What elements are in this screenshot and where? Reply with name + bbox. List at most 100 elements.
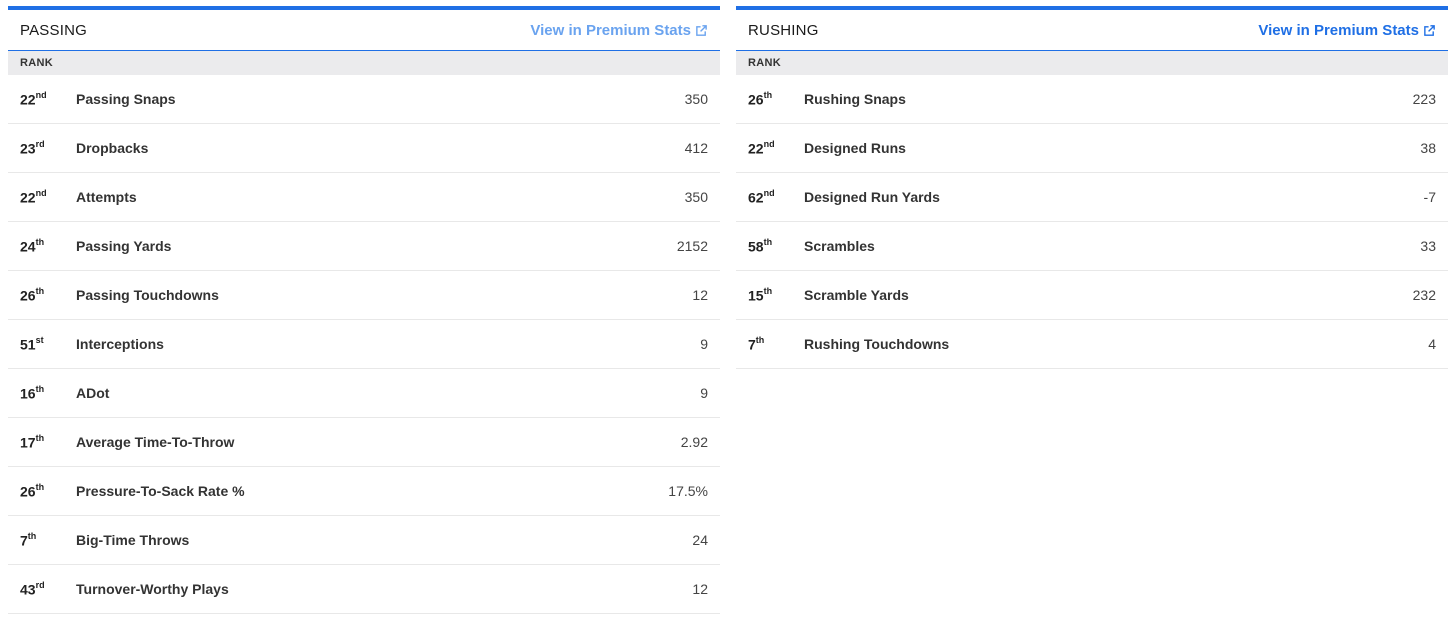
rank-suffix: nd	[35, 89, 47, 100]
rank-number: 26	[748, 91, 764, 108]
passing-header: PASSING View in Premium Stats	[8, 10, 720, 51]
stat-value: 350	[684, 189, 708, 205]
stat-name: Turnover-Worthy Plays	[76, 581, 229, 597]
rank-cell: 23rd	[20, 138, 76, 157]
rank-cell: 7th	[748, 335, 804, 353]
rank-number: 51	[20, 336, 36, 353]
table-row: 22nd Attempts 350	[8, 173, 720, 222]
table-row: 26th Passing Touchdowns 12	[8, 271, 720, 320]
rank-suffix: th	[35, 285, 45, 296]
rank-number: 26	[20, 483, 36, 500]
stat-name: Designed Run Yards	[804, 189, 940, 205]
stat-value: 2.92	[680, 434, 708, 450]
rank-number: 7	[748, 336, 756, 353]
rank-suffix: th	[763, 285, 773, 296]
rank-cell: 26th	[20, 285, 76, 304]
stat-name: Average Time-To-Throw	[76, 434, 235, 450]
rank-suffix: th	[35, 236, 45, 247]
passing-premium-stats-label: View in Premium Stats	[530, 21, 691, 39]
rank-suffix: th	[763, 89, 773, 100]
rank-number: 62	[748, 189, 764, 206]
rank-suffix: rd	[35, 579, 45, 590]
stat-name: Attempts	[76, 189, 137, 205]
stat-value: 9	[700, 336, 708, 352]
stat-name: Passing Touchdowns	[76, 287, 219, 303]
rushing-panel: RUSHING View in Premium Stats RANK 26th R…	[736, 6, 1448, 369]
table-row: 7th Rushing Touchdowns 4	[736, 320, 1448, 369]
stat-name: Pressure-To-Sack Rate %	[76, 483, 245, 499]
rank-cell: 26th	[748, 89, 804, 108]
rank-suffix: nd	[763, 138, 775, 149]
stat-value: 223	[1412, 91, 1436, 107]
rank-suffix: nd	[763, 187, 775, 198]
table-row: 26th Pressure-To-Sack Rate % 17.5%	[8, 467, 720, 516]
passing-premium-stats-link[interactable]: View in Premium Stats	[530, 22, 708, 39]
table-row: 22nd Designed Runs 38	[736, 124, 1448, 173]
rank-cell: 15th	[748, 285, 804, 304]
rank-suffix: nd	[35, 187, 47, 198]
stat-value: 412	[684, 140, 708, 156]
table-row: 23rd Dropbacks 412	[8, 124, 720, 173]
passing-stat-list: 22nd Passing Snaps 350 23rd Dropbacks 412 22nd…	[8, 75, 720, 614]
rank-cell: 17th	[20, 432, 76, 451]
stat-value: 38	[1420, 140, 1436, 156]
rank-number: 58	[748, 238, 764, 255]
table-row: 15th Scramble Yards 232	[736, 271, 1448, 320]
stat-name: Interceptions	[76, 336, 164, 352]
rank-cell: 51st	[20, 334, 76, 353]
table-row: 17th Average Time-To-Throw 2.92	[8, 418, 720, 467]
passing-panel: PASSING View in Premium Stats RANK 22nd P…	[8, 6, 720, 614]
rank-cell: 22nd	[20, 89, 76, 108]
external-link-icon	[696, 24, 707, 36]
stat-name: Scramble Yards	[804, 287, 909, 303]
rank-number: 26	[20, 287, 36, 304]
stat-name: Rushing Touchdowns	[804, 336, 950, 352]
rank-suffix: th	[35, 432, 45, 443]
rank-number: 22	[20, 189, 36, 206]
rushing-title: RUSHING	[748, 21, 819, 39]
table-row: 62nd Designed Run Yards -7	[736, 173, 1448, 222]
stat-value: 2152	[676, 238, 708, 254]
stat-value: 350	[684, 91, 708, 107]
stat-value: 17.5%	[668, 483, 708, 499]
table-row: 16th ADot 9	[8, 369, 720, 418]
rank-cell: 24th	[20, 236, 76, 255]
stat-name: Passing Yards	[76, 238, 172, 254]
stat-value: 232	[1412, 287, 1436, 303]
rank-number: 22	[20, 91, 36, 108]
table-row: 7th Big-Time Throws 24	[8, 516, 720, 565]
table-row: 24th Passing Yards 2152	[8, 222, 720, 271]
table-row: 51st Interceptions 9	[8, 320, 720, 369]
rushing-header: RUSHING View in Premium Stats	[736, 10, 1448, 51]
table-row: 58th Scrambles 33	[736, 222, 1448, 271]
table-row: 26th Rushing Snaps 223	[736, 75, 1448, 124]
rank-suffix: st	[35, 334, 44, 345]
stat-name: Big-Time Throws	[76, 532, 190, 548]
rank-suffix: th	[35, 383, 45, 394]
rushing-premium-stats-label: View in Premium Stats	[1258, 21, 1419, 39]
rank-number: 24	[20, 238, 36, 255]
stat-value: 4	[1428, 336, 1436, 352]
stat-name: Dropbacks	[76, 140, 149, 156]
rank-cell: 26th	[20, 482, 76, 500]
rank-cell: 43rd	[20, 579, 76, 598]
rank-number: 16	[20, 385, 36, 402]
rushing-stat-list: 26th Rushing Snaps 223 22nd Designed Runs 38 6…	[736, 75, 1448, 369]
rank-cell: 22nd	[748, 138, 804, 157]
passing-title: PASSING	[20, 21, 87, 39]
rank-cell: 58th	[748, 237, 804, 255]
rank-suffix: th	[27, 530, 37, 541]
stat-name: ADot	[76, 385, 110, 401]
rank-suffix: rd	[35, 138, 45, 149]
rank-number: 43	[20, 581, 36, 598]
stat-value: 33	[1420, 238, 1436, 254]
stat-name: Designed Runs	[804, 140, 906, 156]
rushing-premium-stats-link[interactable]: View in Premium Stats	[1258, 22, 1436, 39]
stat-value: 12	[692, 287, 708, 303]
table-row: 22nd Passing Snaps 350	[8, 75, 720, 124]
rushing-rank-header: RANK	[736, 51, 1448, 75]
table-row: 43rd Turnover-Worthy Plays 12	[8, 565, 720, 614]
rank-number: 17	[20, 434, 36, 451]
stat-value: 12	[692, 581, 708, 597]
rank-number: 22	[748, 140, 764, 157]
